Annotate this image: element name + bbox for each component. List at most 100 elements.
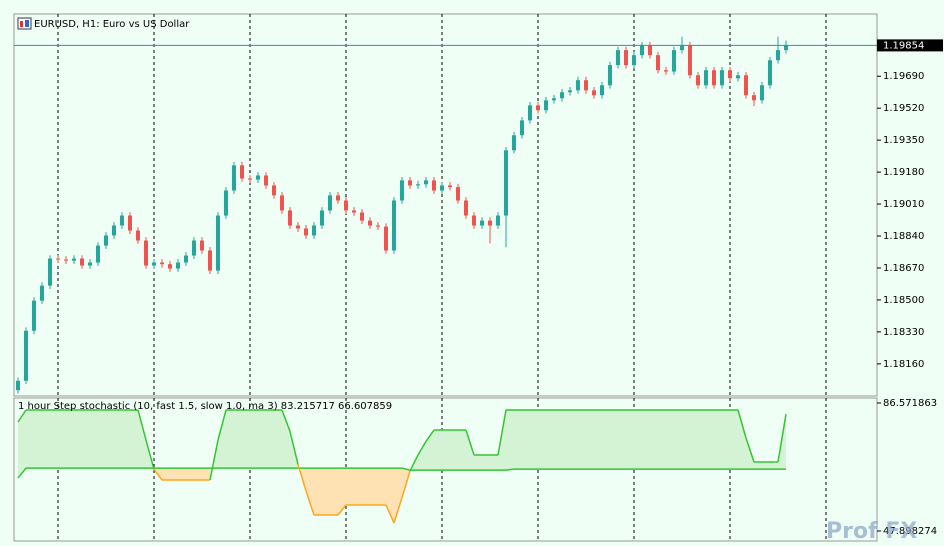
candle-body — [408, 180, 412, 186]
band-fill — [738, 409, 746, 470]
main-line-segment — [393, 497, 403, 524]
band-fill — [426, 430, 434, 471]
main-line-segment — [409, 454, 419, 472]
y-tick-label: 1.18670 — [883, 263, 924, 274]
candle-body — [672, 50, 676, 72]
band-fill — [530, 409, 538, 470]
band-fill — [674, 409, 682, 470]
band-fill — [330, 468, 338, 516]
band-fill — [226, 409, 234, 469]
candle-body — [520, 120, 524, 136]
band-fill — [586, 409, 594, 470]
candle-body — [272, 185, 276, 196]
last-price-box — [877, 39, 943, 52]
main-line-segment — [745, 437, 755, 463]
candle-body — [24, 330, 28, 381]
band-fill — [570, 409, 578, 470]
candle-body — [488, 220, 492, 226]
candle-body — [440, 185, 444, 191]
symbol-icon — [17, 17, 32, 30]
candle-body — [312, 225, 316, 236]
band-fill — [338, 468, 346, 516]
candle-body — [784, 45, 788, 51]
band-fill — [434, 430, 442, 471]
band-fill — [722, 409, 730, 470]
main-line-segment — [777, 413, 787, 463]
candle-body — [648, 45, 652, 56]
candle-body — [728, 70, 732, 79]
band-fill — [66, 409, 74, 469]
candle-body — [320, 210, 324, 226]
y-tick-label: 1.19010 — [883, 199, 924, 210]
band-fill — [522, 409, 530, 470]
candle-body — [40, 285, 44, 301]
candle-body — [712, 70, 716, 86]
band-fill — [642, 409, 650, 470]
main-line-segment — [401, 470, 411, 498]
candle-body — [552, 98, 556, 101]
main-panel-frame — [13, 13, 878, 397]
y-tick-label: 47.898274 — [883, 526, 937, 537]
candle-body — [16, 380, 20, 391]
main-line-segment — [145, 439, 155, 470]
band-fill — [474, 455, 482, 471]
candle-body — [56, 258, 60, 260]
band-fill — [506, 409, 514, 471]
band-fill — [274, 409, 282, 469]
watermark: Prof FX — [826, 519, 917, 544]
candle-body — [304, 228, 308, 236]
band-fill — [418, 441, 426, 471]
candle-body — [200, 240, 204, 251]
band-fill — [130, 409, 138, 469]
candle-body — [448, 185, 452, 188]
band-fill — [754, 461, 762, 470]
candle-body — [160, 262, 164, 265]
band-fill — [282, 409, 290, 469]
band-fill — [106, 409, 114, 469]
candle-body — [736, 75, 740, 79]
band-fill — [58, 409, 66, 469]
candle-body — [216, 215, 220, 271]
band-fill — [546, 409, 554, 470]
candle-body — [416, 184, 420, 186]
candle-body — [344, 200, 348, 211]
band-fill — [626, 409, 634, 470]
band-fill — [218, 409, 226, 469]
band-fill — [482, 455, 490, 471]
band-fill — [594, 409, 602, 470]
candle-body — [776, 50, 780, 61]
band-fill — [490, 455, 498, 471]
candle-body — [352, 210, 356, 213]
candle-body — [568, 90, 572, 93]
band-fill — [34, 409, 42, 469]
candle-body — [48, 258, 52, 286]
band-fill — [706, 409, 714, 470]
candle-body — [128, 215, 132, 231]
candle-body — [80, 258, 84, 266]
band-fill — [690, 409, 698, 470]
main-line-segment — [425, 429, 435, 442]
band-fill — [634, 409, 642, 470]
band-fill — [354, 468, 362, 505]
band-fill — [770, 461, 778, 470]
band-fill — [162, 468, 170, 480]
candle-body — [616, 50, 620, 66]
band-fill — [202, 468, 210, 480]
band-fill — [194, 468, 202, 480]
candle-body — [88, 262, 92, 266]
band-fill — [42, 409, 50, 469]
candle-body — [184, 255, 188, 263]
main-line-segment — [337, 504, 347, 516]
band-fill — [466, 430, 474, 471]
candle-body — [64, 259, 68, 261]
candle-body — [760, 85, 764, 101]
candle-body — [544, 100, 548, 111]
y-tick-label: 1.19690 — [883, 71, 924, 82]
main-line-segment — [209, 439, 219, 481]
candle-body — [624, 50, 628, 66]
candle-body — [704, 70, 708, 86]
band-fill — [114, 409, 122, 469]
band-fill — [378, 468, 386, 505]
candle-body — [720, 70, 724, 86]
